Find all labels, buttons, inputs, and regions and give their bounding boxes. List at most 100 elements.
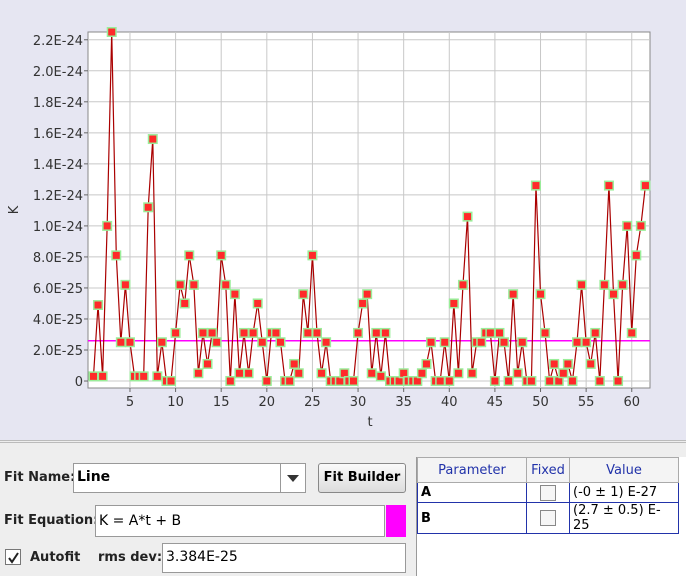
data-marker: [147, 134, 158, 145]
data-marker: [366, 368, 377, 379]
data-marker: [225, 376, 236, 387]
data-marker: [594, 376, 605, 387]
data-marker: [229, 289, 240, 300]
data-marker: [321, 337, 332, 348]
x-tick-label: 60: [623, 395, 640, 410]
data-marker: [635, 220, 646, 231]
data-marker: [439, 337, 450, 348]
data-marker: [207, 327, 218, 338]
data-marker: [426, 337, 437, 348]
data-marker: [197, 327, 208, 338]
fit-builder-button[interactable]: Fit Builder: [318, 463, 406, 493]
parameters-table: Parameter Fixed Value A (-0 ± 1) E-27 B …: [417, 457, 679, 534]
data-marker: [152, 371, 163, 382]
data-marker: [357, 298, 368, 309]
data-marker: [576, 279, 587, 290]
data-marker: [375, 371, 386, 382]
fit-name-label: Fit Name:: [4, 470, 76, 485]
data-marker: [211, 337, 222, 348]
data-marker: [503, 376, 514, 387]
data-marker: [362, 289, 373, 300]
data-marker: [170, 327, 181, 338]
data-marker: [184, 250, 195, 261]
data-marker: [622, 220, 633, 231]
param-value: (-0 ± 1) E-27: [569, 482, 679, 503]
data-marker: [572, 337, 583, 348]
x-tick-label: 5: [126, 395, 134, 410]
y-tick-label: 1.6E-24: [33, 127, 83, 142]
param-name: A: [417, 482, 527, 503]
data-marker: [549, 358, 560, 369]
data-marker: [558, 368, 569, 379]
data-marker: [275, 337, 286, 348]
fixed-cell[interactable]: [526, 482, 570, 503]
fit-panel: Fit Name: Line Fit Builder Fit Equation:…: [0, 440, 686, 576]
y-axis-label: K: [7, 205, 22, 214]
x-tick-label: 50: [532, 395, 549, 410]
plot-panel: K t 0 2.0E-25 4.0E-25 6.0E-25 8.0E-25 1.0E-24…: [7, 27, 651, 430]
data-marker: [371, 327, 382, 338]
data-marker: [499, 337, 510, 348]
data-marker: [289, 358, 300, 369]
data-marker: [284, 376, 295, 387]
fit-equation-field[interactable]: K = A*t + B: [95, 505, 385, 537]
data-marker: [111, 250, 122, 261]
data-marker: [416, 368, 427, 379]
data-marker: [216, 250, 227, 261]
autofit-checkbox[interactable]: [5, 549, 21, 565]
data-marker: [626, 327, 637, 338]
data-marker: [444, 376, 455, 387]
y-tick-label: 1.8E-24: [33, 96, 83, 111]
data-marker: [248, 327, 259, 338]
fit-equation-label: Fit Equation:: [4, 513, 99, 528]
data-marker: [517, 337, 528, 348]
data-marker: [102, 220, 113, 231]
y-tick-label: 4.0E-25: [33, 313, 83, 328]
data-marker: [339, 368, 350, 379]
data-marker: [179, 298, 190, 309]
param-name: B: [417, 502, 527, 534]
fit-name-combo[interactable]: Line: [73, 463, 306, 493]
y-tick-label: 1.0E-24: [33, 220, 83, 235]
data-marker: [316, 368, 327, 379]
data-marker: [540, 327, 551, 338]
data-marker: [106, 27, 117, 37]
data-marker: [175, 279, 186, 290]
data-marker: [535, 289, 546, 300]
x-tick-label: 35: [395, 395, 412, 410]
data-marker: [453, 368, 464, 379]
data-marker: [412, 376, 423, 387]
x-tick-label: 10: [167, 395, 184, 410]
header: Fixed: [526, 457, 570, 483]
combo-arrow[interactable]: [280, 464, 305, 492]
fixed-checkbox[interactable]: [540, 484, 556, 501]
data-marker: [603, 180, 614, 191]
data-marker: [640, 180, 651, 191]
y-tick-label: 1.2E-24: [33, 189, 83, 204]
parameters-table-panel: Parameter Fixed Value A (-0 ± 1) E-27 B …: [416, 457, 686, 576]
data-marker: [617, 279, 628, 290]
data-marker: [476, 337, 487, 348]
y-tick-label: 1.4E-24: [33, 158, 83, 173]
data-marker: [613, 376, 624, 387]
data-marker: [398, 368, 409, 379]
data-marker: [462, 211, 473, 222]
data-marker: [585, 358, 596, 369]
data-marker: [599, 279, 610, 290]
fixed-cell[interactable]: [526, 502, 570, 534]
data-marker: [512, 368, 523, 379]
data-marker: [581, 337, 592, 348]
data-marker: [138, 371, 149, 382]
fixed-checkbox[interactable]: [540, 510, 556, 526]
header: Value: [569, 457, 679, 483]
y-tick-label: 2.2E-24: [33, 34, 83, 49]
x-tick-label: 40: [441, 395, 458, 410]
equation-color-swatch[interactable]: [386, 505, 406, 537]
data-marker: [243, 368, 254, 379]
data-marker: [562, 358, 573, 369]
data-marker: [302, 327, 313, 338]
data-marker: [348, 376, 359, 387]
y-tick-label: 2.0E-25: [33, 344, 83, 359]
data-marker: [293, 368, 304, 379]
data-marker: [298, 289, 309, 300]
